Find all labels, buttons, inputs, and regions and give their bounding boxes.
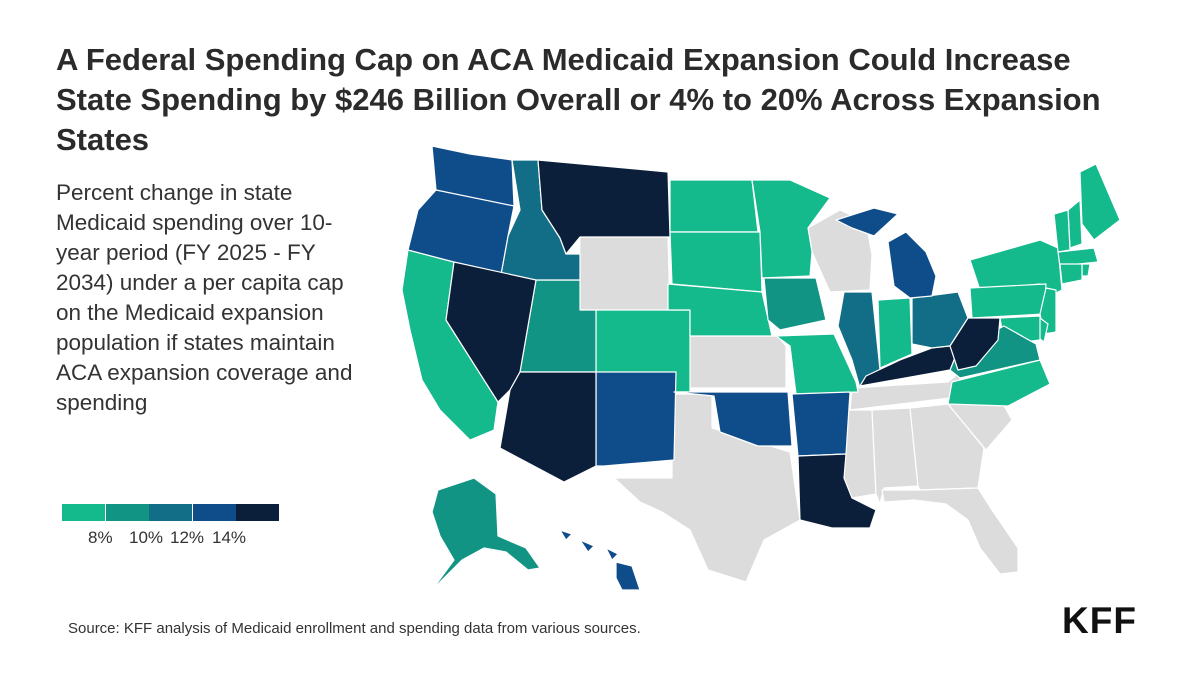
- legend-swatch-3: [149, 504, 192, 521]
- state-VT: [1053, 209, 1071, 253]
- state-KS: [687, 335, 787, 389]
- legend-swatch-5: [236, 504, 279, 521]
- kff-logo: KFF: [1062, 600, 1137, 641]
- state-MA: [1057, 247, 1099, 267]
- state-WI: [807, 209, 873, 293]
- chart-title: A Federal Spending Cap on ACA Medicaid E…: [56, 42, 1101, 157]
- state-AK: [431, 477, 541, 590]
- state-OK: [673, 391, 793, 447]
- legend-swatch-4: [192, 504, 236, 521]
- legend-swatch-1: [62, 504, 105, 521]
- legend-tick-10: 10%: [129, 528, 164, 547]
- state-MO: [775, 333, 859, 395]
- state-SD: [669, 231, 763, 293]
- state-WY: [577, 236, 671, 311]
- state-AR: [791, 391, 851, 457]
- state-RI: [1081, 263, 1091, 277]
- state-FL: [881, 487, 1019, 575]
- state-CT: [1059, 263, 1083, 285]
- state-WV: [949, 317, 1001, 371]
- state-NE: [667, 283, 773, 337]
- state-MI: [835, 207, 937, 299]
- state-IN: [877, 297, 913, 369]
- state-MT: [537, 159, 671, 255]
- source-note: Source: KFF analysis of Medicaid enrollm…: [68, 620, 641, 637]
- legend-tick-14: 14%: [212, 528, 247, 547]
- state-AZ: [499, 371, 597, 483]
- legend-swatches: [62, 504, 280, 521]
- state-MN: [751, 179, 831, 279]
- state-IA: [763, 277, 827, 331]
- chart-subtitle: Percent change in state Medicaid spendin…: [56, 180, 353, 415]
- us-states-map: [401, 145, 1121, 590]
- legend-tick-8: 8%: [88, 528, 113, 547]
- state-HI: [559, 529, 641, 590]
- state-IL: [837, 291, 881, 389]
- state-ME: [1079, 163, 1121, 241]
- state-LA: [797, 453, 877, 529]
- legend-tick-12: 12%: [170, 528, 205, 547]
- color-legend: 8% 10% 12% 14%: [62, 504, 282, 554]
- state-PA: [969, 283, 1047, 319]
- legend-swatch-2: [105, 504, 149, 521]
- state-NM: [595, 371, 677, 467]
- state-ND: [669, 179, 759, 233]
